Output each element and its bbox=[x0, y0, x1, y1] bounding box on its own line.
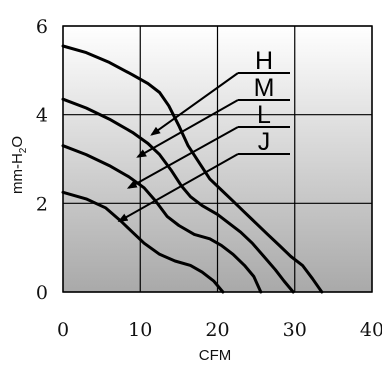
y-axis-title-suffix: O bbox=[9, 136, 26, 148]
leader-arrow-m bbox=[136, 99, 239, 158]
series-line-l bbox=[61, 144, 263, 294]
x-tick-label: 0 bbox=[57, 319, 69, 341]
y-axis-title-main: mm-H bbox=[9, 153, 26, 194]
series-line-m bbox=[61, 97, 295, 294]
x-axis-title: CFM bbox=[199, 347, 232, 364]
y-tick-labels: 0 2 4 6 bbox=[36, 16, 48, 304]
x-tick-label: 20 bbox=[205, 319, 229, 341]
y-tick-label: 6 bbox=[36, 16, 48, 38]
leader-arrow-l bbox=[126, 126, 239, 189]
y-tick-label: 2 bbox=[36, 193, 48, 215]
series-label-m: M bbox=[254, 74, 275, 102]
leader-arrow-j bbox=[117, 153, 239, 223]
y-axis-title: mm-H2O bbox=[9, 136, 29, 194]
series-m: M bbox=[61, 74, 295, 294]
series-j: J bbox=[61, 128, 290, 294]
x-tick-label: 30 bbox=[283, 319, 307, 341]
x-tick-label: 10 bbox=[128, 319, 152, 341]
leader-arrow-h bbox=[150, 72, 239, 136]
series-line-h bbox=[61, 44, 324, 294]
series-label-l: L bbox=[257, 101, 271, 129]
series-label-j: J bbox=[258, 128, 271, 156]
series-h: H bbox=[61, 44, 324, 294]
series-label-h: H bbox=[255, 47, 273, 75]
series-l: L bbox=[61, 101, 290, 294]
y-tick-label: 4 bbox=[36, 105, 48, 127]
x-tick-labels: 0 10 20 30 40 bbox=[57, 319, 382, 341]
y-tick-label: 0 bbox=[36, 282, 48, 304]
series-line-j bbox=[61, 190, 225, 294]
plot-frame bbox=[62, 25, 373, 293]
y-axis-title-subscript: 2 bbox=[18, 147, 29, 153]
x-tick-label: 40 bbox=[360, 319, 382, 341]
